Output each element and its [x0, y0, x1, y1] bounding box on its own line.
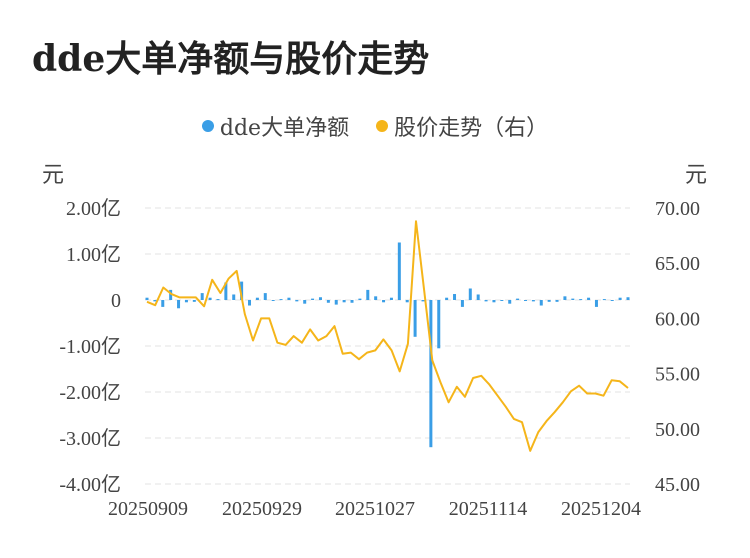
dde-bar: [594, 300, 598, 307]
dde-bar: [192, 300, 196, 302]
dde-bar: [145, 297, 149, 300]
dde-bar: [382, 300, 386, 303]
x-tick-label: 20251204: [561, 498, 641, 520]
dde-bar: [429, 300, 433, 448]
dde-bar: [374, 296, 378, 300]
dde-bar: [318, 297, 322, 300]
dde-bar: [161, 300, 165, 307]
dde-bar: [177, 300, 181, 309]
dde-bar: [445, 297, 449, 300]
dde-bar: [508, 300, 512, 304]
right-tick-label: 70.00: [655, 198, 700, 220]
dde-bar: [602, 299, 606, 301]
left-tick-label: -3.00亿: [59, 427, 121, 450]
dde-bar: [547, 300, 551, 302]
dde-bar: [405, 300, 409, 303]
dde-bar: [311, 298, 315, 300]
legend-marker-price: [376, 120, 389, 132]
dde-bar: [240, 281, 244, 300]
dde-bar: [516, 298, 520, 300]
left-tick-label: 2.00亿: [66, 197, 121, 220]
dde-bar: [460, 300, 464, 307]
left-tick-label: -1.00亿: [59, 335, 121, 358]
x-tick-label: 20251114: [449, 498, 528, 520]
left-axis-unit: 元: [42, 163, 65, 188]
right-tick-label: 50.00: [655, 419, 700, 441]
legend-marker-dde: [201, 120, 214, 132]
dde-bar: [358, 298, 362, 300]
chart-title: dde大单净额与股价走势: [32, 38, 430, 80]
dde-bar: [397, 242, 401, 300]
dde-bar: [200, 293, 204, 300]
dde-bar: [366, 289, 370, 300]
dde-bar: [571, 298, 575, 300]
dde-bar: [334, 300, 338, 305]
dde-bar: [224, 282, 228, 300]
x-tick-label: 20250909: [108, 498, 188, 520]
dde-bar: [539, 300, 543, 306]
dde-bar: [437, 300, 441, 349]
dde-bar: [153, 300, 157, 302]
dde-bar: [523, 300, 527, 301]
dde-bar: [216, 299, 220, 301]
dde-bar: [184, 300, 188, 303]
x-tick-label: 20250929: [222, 498, 302, 520]
legend-item-dde[interactable]: dde大单净额: [201, 110, 350, 142]
right-tick-label: 60.00: [655, 308, 700, 330]
left-tick-label: -2.00亿: [59, 381, 121, 404]
dde-bar: [587, 297, 591, 300]
dde-bar: [579, 299, 583, 301]
dde-bar: [468, 288, 472, 300]
left-tick-label: -4.00亿: [59, 473, 121, 496]
left-tick-label: 0: [111, 290, 121, 312]
dde-bar: [626, 297, 630, 300]
dde-bar: [610, 300, 614, 301]
dde-bar: [326, 300, 330, 303]
dde-bar: [421, 300, 425, 302]
dde-bar: [531, 300, 535, 302]
dde-bar: [271, 300, 275, 301]
legend-item-price[interactable]: 股价走势（右）: [376, 110, 548, 142]
x-tick-label: 20251027: [335, 498, 415, 520]
right-tick-label: 65.00: [655, 253, 700, 275]
dde-bar: [453, 294, 457, 300]
legend: dde大单净额 股价走势（右）: [0, 110, 750, 142]
dde-bar: [413, 300, 417, 337]
left-tick-label: 1.00亿: [66, 243, 121, 266]
dde-bar: [618, 297, 622, 300]
dde-bar: [476, 294, 480, 300]
dde-bar: [563, 296, 567, 300]
dde-bar: [389, 297, 393, 300]
dde-bar: [279, 299, 283, 301]
dde-bar: [303, 300, 307, 304]
dde-bar: [232, 294, 236, 300]
dde-bar: [255, 297, 259, 300]
dde-bar: [287, 297, 291, 300]
dde-bar: [555, 300, 559, 302]
dde-bar: [500, 300, 504, 301]
legend-label-price: 股价走势（右）: [394, 116, 549, 141]
dde-bar: [295, 300, 299, 302]
right-tick-label: 45.00: [655, 474, 700, 496]
price-line: [146, 220, 629, 452]
right-tick-label: 55.00: [655, 364, 700, 386]
dde-bar: [263, 293, 267, 300]
dde-bar: [342, 300, 346, 303]
dde-bar: [492, 300, 496, 303]
dde-bar: [169, 289, 173, 300]
dde-bar: [350, 300, 354, 303]
right-axis-unit: 元: [685, 163, 708, 188]
dde-bar: [484, 300, 488, 302]
dde-bar: [208, 297, 212, 300]
legend-label-dde: dde大单净额: [219, 116, 350, 141]
dde-bar: [248, 300, 252, 306]
